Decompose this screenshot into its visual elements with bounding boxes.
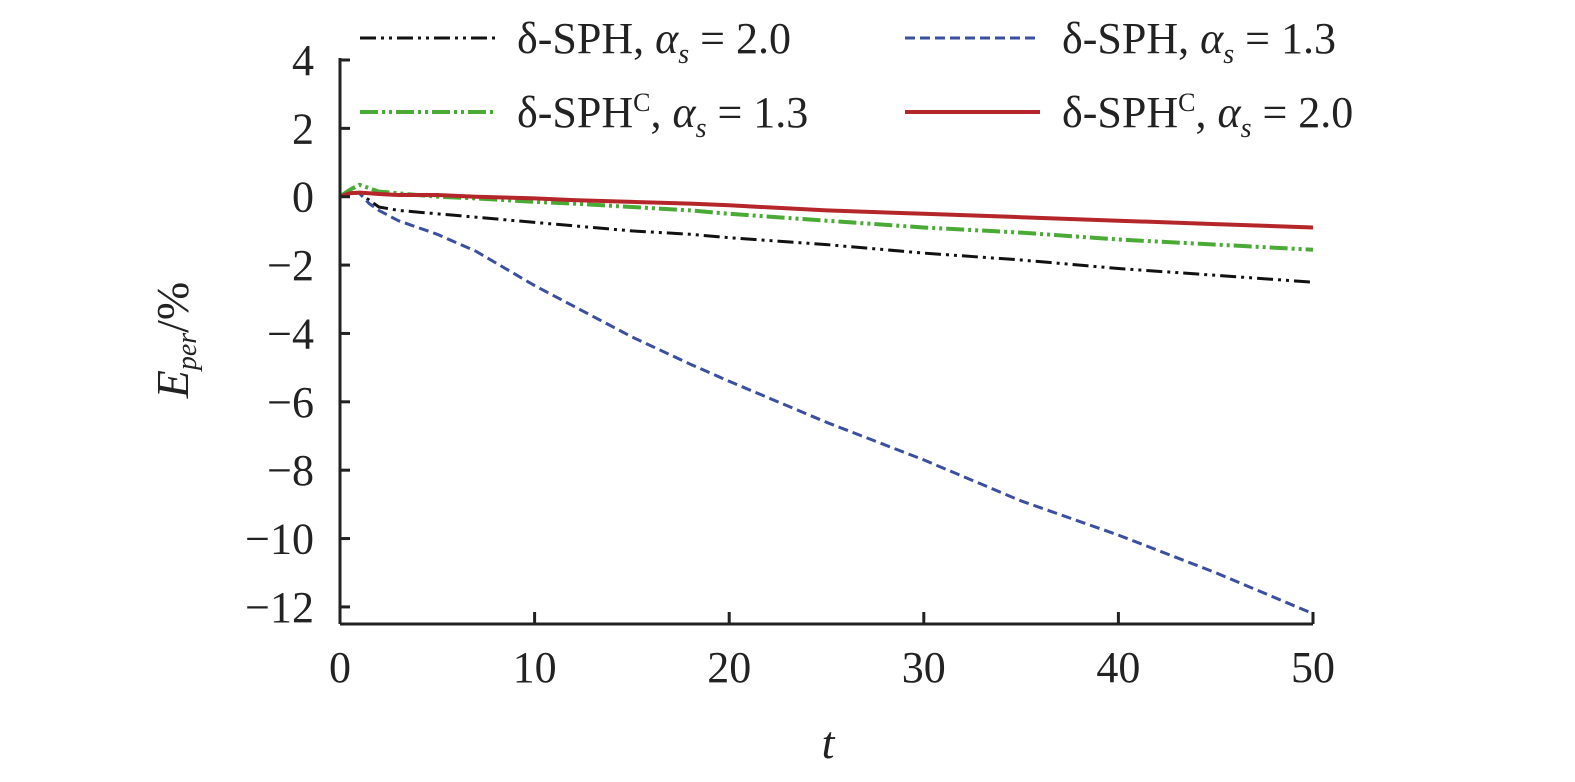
- legend-item-1: δ-SPH, αs = 2.0: [360, 14, 791, 70]
- y-tick-label: −4: [267, 309, 314, 358]
- x-tick-label: 10: [513, 643, 557, 692]
- y-tick-label: −6: [267, 378, 314, 427]
- legend-item-3: δ-SPHC, αs = 1.3: [360, 88, 808, 144]
- y-axis-title-unit: /%: [147, 282, 198, 333]
- legend-item-4: δ-SPHC, αs = 2.0: [905, 88, 1353, 144]
- y-tick-label: 0: [292, 173, 314, 222]
- series-line-4: [339, 190, 1314, 230]
- legend: δ-SPH, αs = 2.0 δ-SPH, αs = 1.3 δ-SPHC, αs…: [360, 14, 1353, 144]
- y-tick-label: −10: [245, 515, 314, 564]
- series-lines: [338, 182, 1314, 616]
- x-tick-label: 0: [329, 643, 351, 692]
- x-tick-label: 20: [707, 643, 751, 692]
- y-tick-label: 4: [292, 36, 314, 85]
- y-axis-title-main: E: [147, 370, 198, 399]
- y-axis-title-sub: per: [172, 333, 203, 372]
- y-tick-label: −12: [245, 583, 314, 632]
- axes: 420−2−4−6−8−10−120 10 20 30 40 50: [245, 36, 1335, 692]
- svg-text:Eper/%: Eper/%: [147, 282, 203, 400]
- y-tick-label: −8: [267, 446, 314, 495]
- x-tick-label: 40: [1096, 643, 1140, 692]
- x-tick-label: 30: [902, 643, 946, 692]
- legend-label: δ-SPH, αs = 1.3: [1062, 14, 1336, 70]
- legend-label: δ-SPHC, αs = 1.3: [517, 88, 808, 144]
- series-line-1: [339, 191, 1314, 284]
- legend-label: δ-SPH, αs = 2.0: [517, 14, 791, 70]
- series-line-2: [339, 191, 1314, 616]
- y-tick-label: −2: [267, 241, 314, 290]
- y-axis-title: Eper/%: [147, 282, 203, 400]
- legend-item-2: δ-SPH, αs = 1.3: [905, 14, 1336, 70]
- x-axis-title: t: [822, 717, 836, 768]
- x-tick-label: 50: [1291, 643, 1335, 692]
- y-tick-label: 2: [292, 104, 314, 153]
- legend-label: δ-SPHC, αs = 2.0: [1062, 88, 1353, 144]
- series-line-3: [338, 182, 1314, 252]
